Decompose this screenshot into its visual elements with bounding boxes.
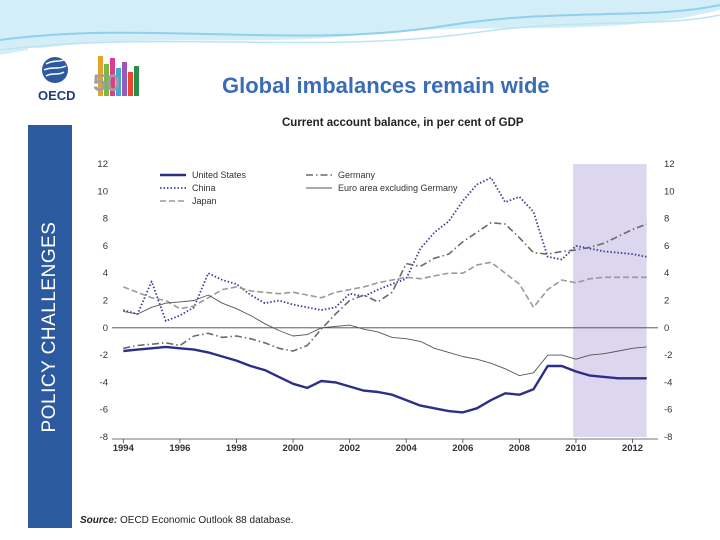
anniversary-number: 50 — [93, 70, 120, 97]
x-tick-label: 2000 — [282, 443, 303, 454]
x-tick-label: 2002 — [339, 443, 360, 454]
source-note: Source: OECD Economic Outlook 88 databas… — [80, 515, 293, 526]
legend-label: Euro area excluding Germany — [338, 183, 458, 193]
y-tick-label-left: 8 — [103, 214, 108, 225]
y-tick-label-right: 4 — [664, 268, 669, 279]
y-tick-label-right: -2 — [664, 350, 672, 361]
x-tick-label: 2012 — [622, 443, 643, 454]
y-tick-label-right: -6 — [664, 405, 672, 416]
forecast-band — [573, 164, 647, 437]
y-tick-label-right: 2 — [664, 296, 669, 307]
x-tick-label: 2010 — [565, 443, 586, 454]
y-tick-label-left: 6 — [103, 241, 108, 252]
y-tick-label-right: 8 — [664, 214, 669, 225]
sidebar-banner — [28, 125, 72, 528]
x-tick-label: 1998 — [226, 443, 247, 454]
legend-label: United States — [192, 170, 247, 180]
y-tick-label-right: -8 — [664, 432, 672, 443]
oecd-logo-text: OECD — [38, 88, 76, 103]
slide-panel — [28, 48, 680, 530]
y-tick-label-left: 4 — [103, 268, 108, 279]
y-tick-label-left: 0 — [103, 323, 108, 334]
oecd-logo — [42, 56, 139, 96]
series-line-japan — [123, 261, 647, 310]
x-tick-label: 2004 — [396, 443, 418, 454]
header-wave-decoration — [0, 0, 720, 55]
x-tick-label: 2006 — [452, 443, 473, 454]
series-line-euro-area-excluding-germany — [123, 294, 647, 377]
y-tick-label-left: 2 — [103, 296, 108, 307]
x-tick-label: 1996 — [169, 443, 190, 454]
legend-label: Germany — [338, 170, 376, 180]
source-prefix: Source: — [80, 515, 118, 526]
y-tick-label-right: 12 — [664, 159, 675, 170]
y-tick-label-right: 10 — [664, 186, 675, 197]
series-line-germany — [123, 221, 647, 352]
chart-title: Current account balance, in per cent of … — [282, 117, 524, 129]
x-tick-label: 2008 — [509, 443, 530, 454]
y-tick-label-right: -4 — [664, 377, 672, 388]
source-text: OECD Economic Outlook 88 database. — [117, 515, 294, 526]
legend-label: Japan — [192, 196, 217, 206]
legend-label: China — [192, 183, 216, 193]
y-tick-label-left: -6 — [100, 405, 108, 416]
y-tick-label-left: 12 — [97, 159, 108, 170]
y-tick-label-left: -2 — [100, 350, 108, 361]
series-line-united-states — [123, 345, 647, 414]
y-tick-label-right: 6 — [664, 241, 669, 252]
page-title: Global imbalances remain wide — [222, 73, 550, 98]
y-tick-label-left: -8 — [100, 432, 108, 443]
y-tick-label-left: -4 — [100, 377, 108, 388]
y-tick-label-left: 10 — [97, 186, 108, 197]
y-tick-label-right: 0 — [664, 323, 669, 334]
x-tick-label: 1994 — [113, 443, 135, 454]
